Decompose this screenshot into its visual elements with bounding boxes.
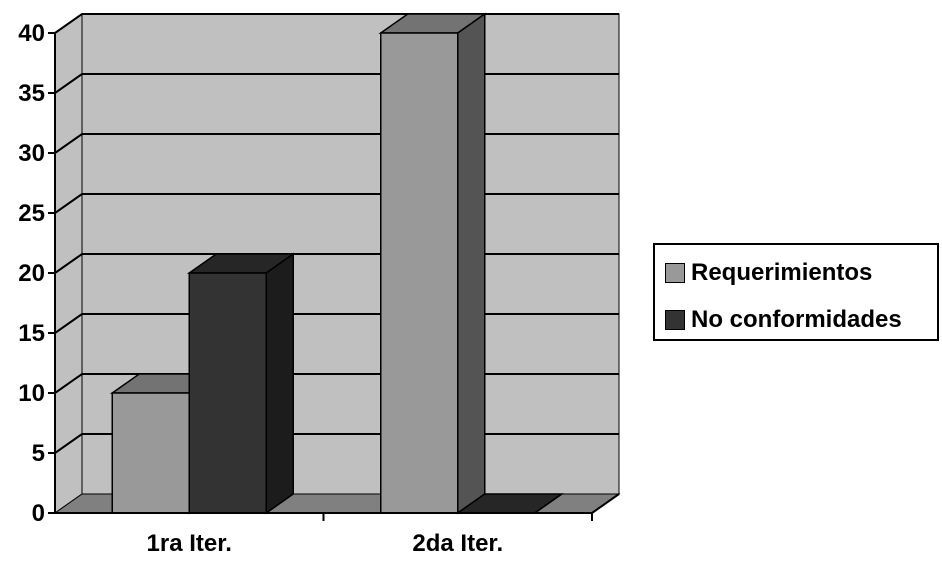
legend-swatch-requerimientos [665,263,685,283]
legend-swatch-no-conformidades [665,310,685,330]
legend-item-no-conformidades: No conformidades [665,306,902,334]
y-tick-label: 40 [18,20,45,47]
x-axis-labels: 1ra Iter. 2da Iter. [147,530,504,557]
y-tick-label: 15 [18,320,45,347]
y-tick-label: 10 [18,380,45,407]
bar-side [265,252,294,515]
bar-side [534,493,563,514]
y-tick-label: 35 [18,80,45,107]
y-tick-label: 20 [18,260,45,287]
bars [109,12,565,515]
y-axis-ticks: 0 5 10 15 20 25 30 35 40 [18,20,55,527]
bar-front [188,272,267,514]
floor-edge [591,493,620,514]
bar [186,252,296,515]
legend: Requerimientos No conformidades [653,243,939,341]
y-tick-label: 5 [32,440,45,467]
legend-label-no-conformidades: No conformidades [691,306,902,333]
x-tick-label: 1ra Iter. [147,530,232,557]
legend-label-requerimientos: Requerimientos [691,259,873,286]
x-tick-label: 2da Iter. [412,530,503,557]
bar-front [111,392,190,514]
bar [378,12,488,515]
legend-item-requerimientos: Requerimientos [665,259,872,287]
y-tick-label: 30 [18,140,45,167]
y-tick-label: 25 [18,200,45,227]
y-tick-label: 0 [32,500,45,527]
bar-front [380,32,459,514]
bar-side [457,12,486,515]
